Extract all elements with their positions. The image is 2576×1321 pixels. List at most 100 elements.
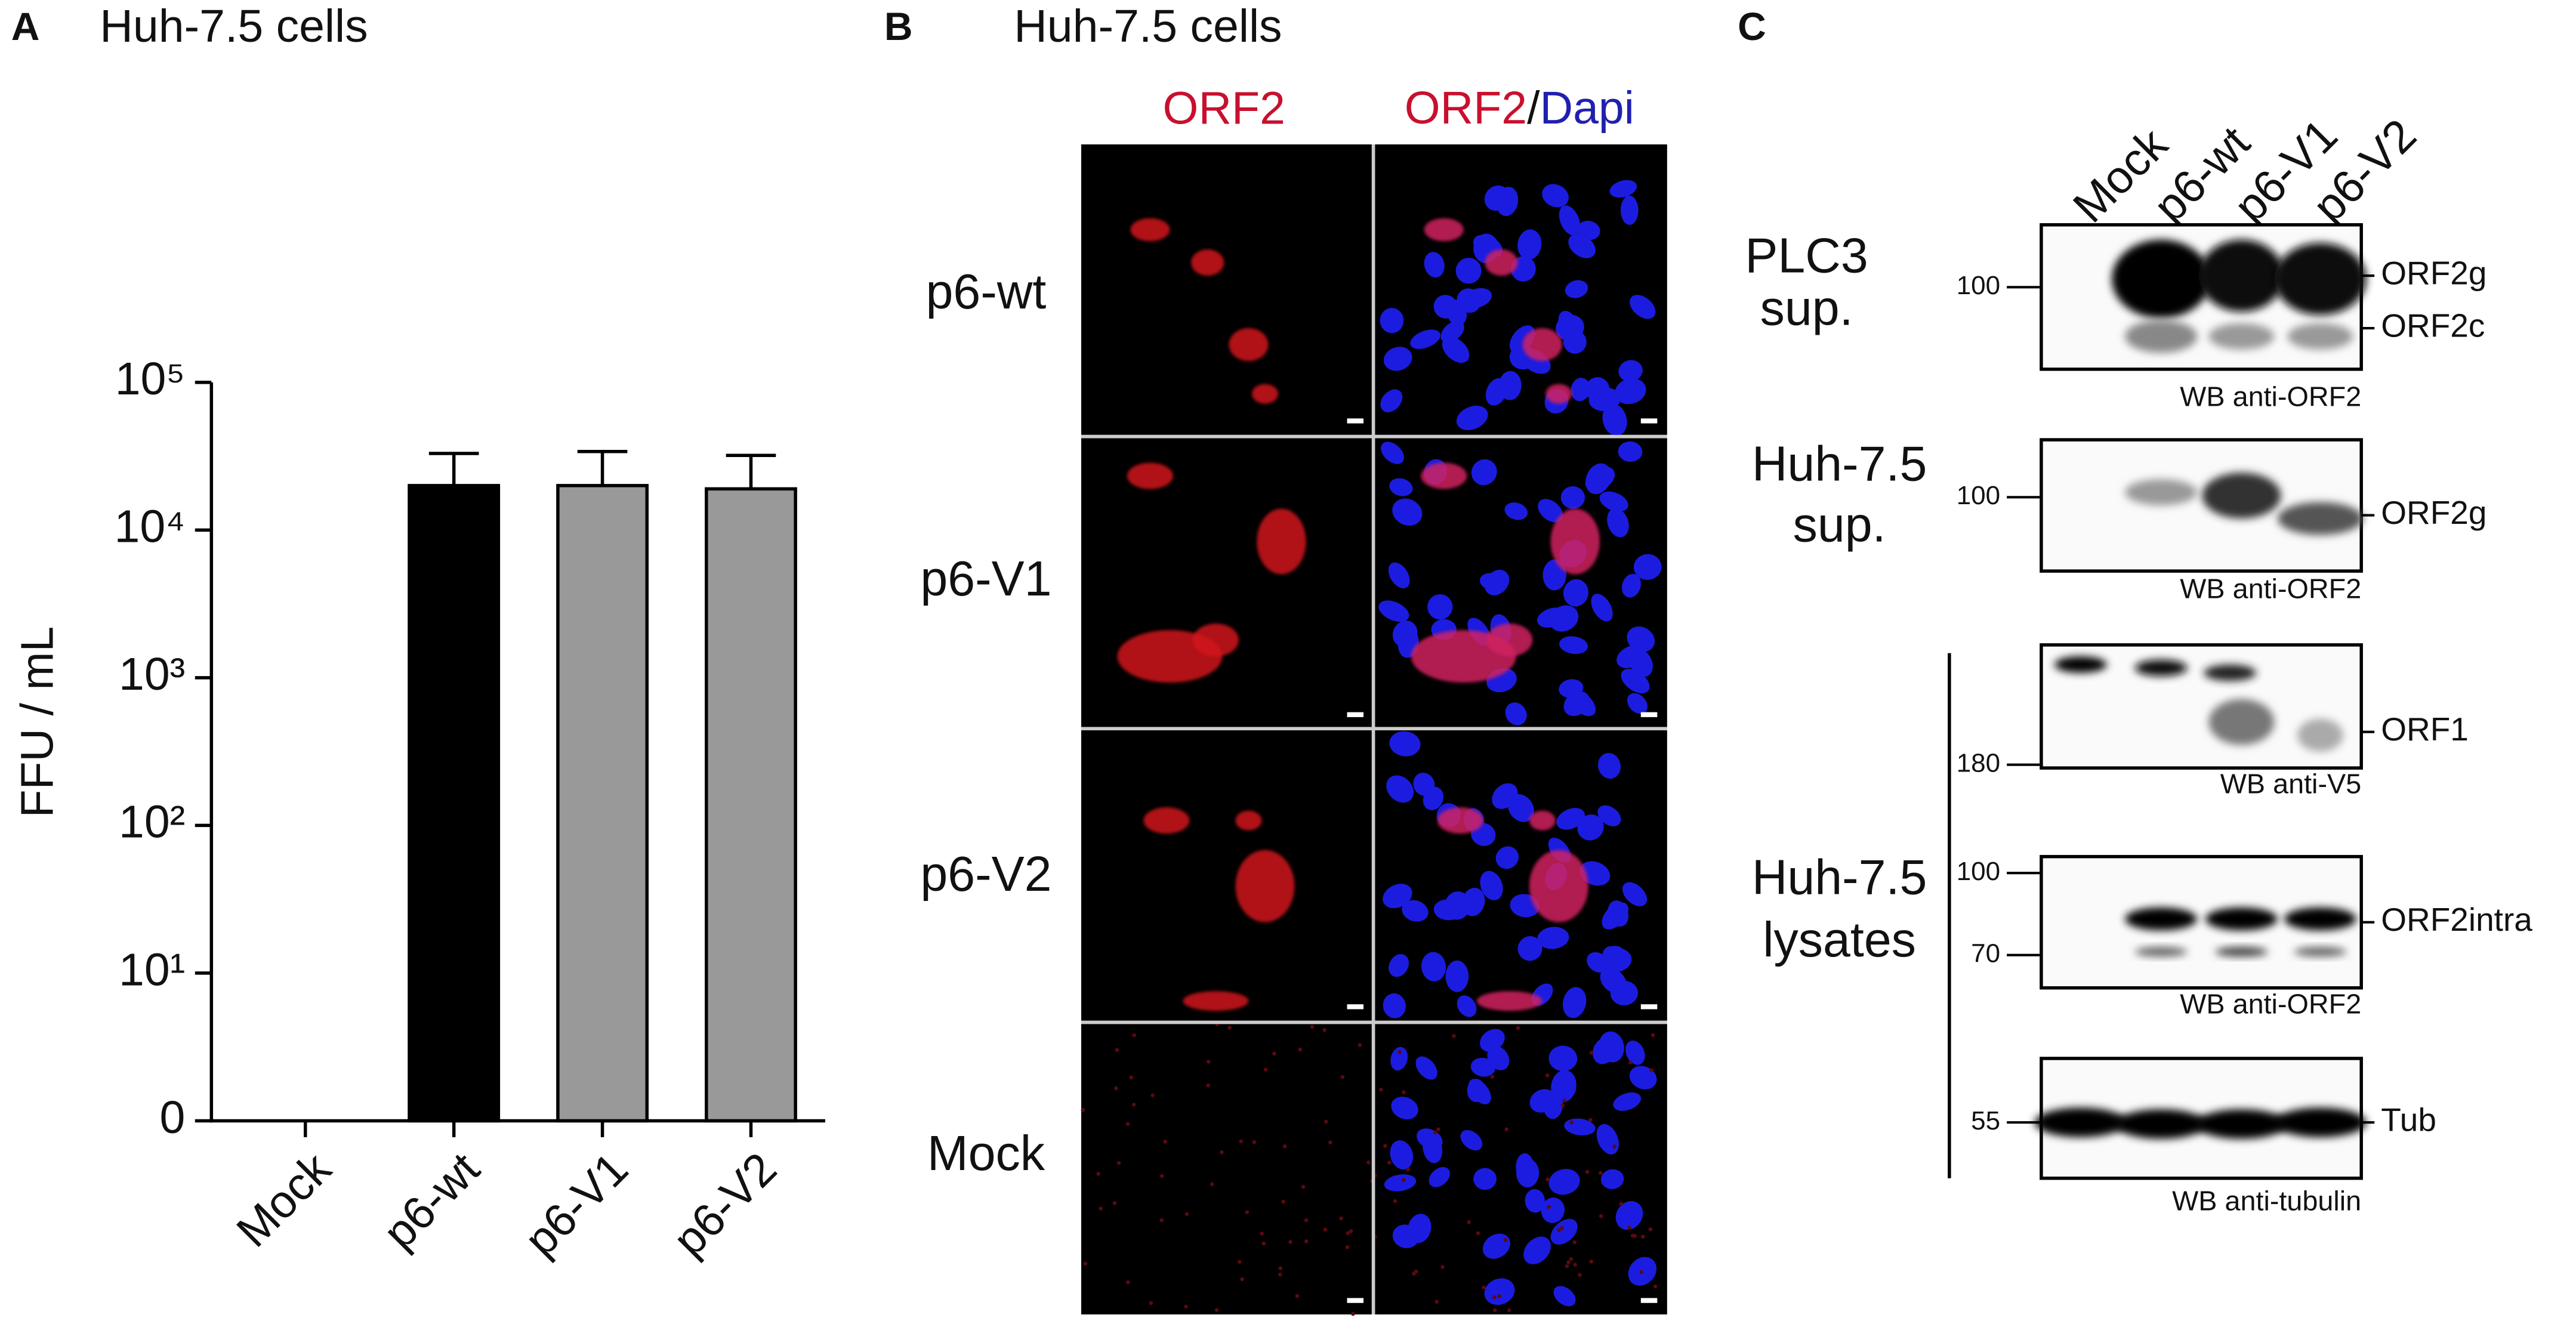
signal (1545, 1073, 1550, 1078)
nucleus (1390, 1047, 1408, 1071)
panel-title: Huh-7.5 cells (1014, 1, 1282, 52)
band (2297, 718, 2343, 752)
signal (1263, 1067, 1268, 1072)
nucleus (1550, 1218, 1578, 1245)
signal (1503, 1238, 1508, 1242)
nucleus (1516, 1158, 1540, 1188)
column-label: ORF2/Dapi (1405, 82, 1634, 134)
band (2112, 239, 2211, 319)
nucleus (1461, 887, 1485, 916)
nucleus (1560, 486, 1585, 509)
nucleus (1556, 314, 1584, 341)
nucleus (1633, 554, 1662, 580)
nucleus (1433, 899, 1463, 921)
error-bar (577, 450, 628, 486)
signal (1560, 1103, 1565, 1108)
signal (1149, 1301, 1153, 1305)
signal (1083, 1261, 1088, 1266)
nucleus (1525, 1189, 1545, 1213)
nucleus (1445, 960, 1469, 992)
signal (1324, 1119, 1328, 1124)
signal (1184, 1212, 1189, 1217)
band-label: ORF2intra (2381, 901, 2532, 938)
y-axis-label: FFU / mL (12, 626, 63, 818)
signal (1612, 1144, 1617, 1149)
nucleus (1410, 329, 1440, 349)
panel-letter: A (11, 4, 40, 48)
signal (1351, 1311, 1355, 1316)
signal (1648, 1227, 1653, 1232)
band (2274, 1107, 2367, 1137)
orf2-signal (1192, 624, 1239, 657)
nucleus (1440, 320, 1464, 343)
orf2-signal (1191, 249, 1224, 276)
signal (1322, 1027, 1326, 1032)
signal (1589, 1259, 1594, 1264)
bar (705, 487, 797, 1123)
nucleus (1563, 691, 1590, 717)
orf2-signal (1127, 462, 1173, 489)
signal (1397, 1050, 1402, 1054)
nucleus (1380, 389, 1403, 412)
nucleus (1442, 337, 1470, 363)
signal (1573, 1263, 1578, 1267)
band-label: ORF1 (2381, 711, 2469, 748)
band-label: ORF2c (2381, 307, 2485, 344)
nucleus (1629, 649, 1653, 677)
signal (1116, 1160, 1121, 1165)
signal (1545, 1177, 1550, 1182)
signal (1589, 1051, 1594, 1055)
signal (1099, 1206, 1103, 1211)
signal (1245, 1210, 1250, 1214)
nucleus (1597, 752, 1621, 779)
y-tick-label: 10⁵ (115, 353, 186, 405)
nucleus (1389, 731, 1421, 757)
nucleus (1609, 180, 1637, 198)
scale-bar (1347, 712, 1364, 717)
x-tick-label: p6-V1 (515, 1143, 638, 1266)
row-label: Mock (927, 1126, 1045, 1181)
nucleus (1384, 1174, 1417, 1192)
nucleus (1456, 405, 1488, 430)
signal (1649, 1068, 1654, 1072)
signal (1112, 1201, 1117, 1205)
nucleus (1517, 936, 1542, 961)
error-bar (726, 453, 776, 489)
nucleus (1523, 1236, 1551, 1264)
signal (1298, 1047, 1303, 1052)
signal (1393, 1199, 1397, 1203)
band (2208, 699, 2275, 745)
nucleus (1557, 1079, 1577, 1101)
signal (1436, 1127, 1440, 1132)
marker-label: 180 (1957, 748, 2000, 777)
scale-bar (1640, 1004, 1658, 1010)
band (2215, 946, 2268, 957)
signal (1345, 1245, 1350, 1249)
nucleus (1529, 1089, 1556, 1113)
nucleus (1607, 508, 1629, 538)
nucleus (1471, 459, 1497, 486)
signal (1349, 1229, 1353, 1233)
group-label: Huh-7.5 (1752, 850, 1927, 905)
nucleus (1621, 573, 1641, 598)
nucleus (1541, 1197, 1565, 1223)
signal (1252, 1140, 1257, 1144)
signal (1132, 1033, 1136, 1038)
orf2-signal (1424, 218, 1464, 242)
band (2287, 323, 2353, 350)
band (2205, 907, 2278, 931)
row-label: p6-V1 (920, 551, 1051, 606)
orf2-signal (1437, 807, 1483, 834)
signal (1569, 1257, 1574, 1261)
nucleus (1429, 1166, 1450, 1187)
micrograph (1081, 438, 1374, 729)
signal (1653, 1284, 1658, 1289)
nucleus (1602, 403, 1627, 436)
nucleus (1627, 626, 1655, 652)
x-tick-label: p6-V2 (664, 1143, 786, 1266)
signal (1346, 1231, 1350, 1235)
signal (1566, 1260, 1571, 1264)
nucleus (1484, 1278, 1515, 1305)
y-tick-label: 10¹ (119, 944, 185, 995)
nucleus (1390, 1140, 1414, 1170)
